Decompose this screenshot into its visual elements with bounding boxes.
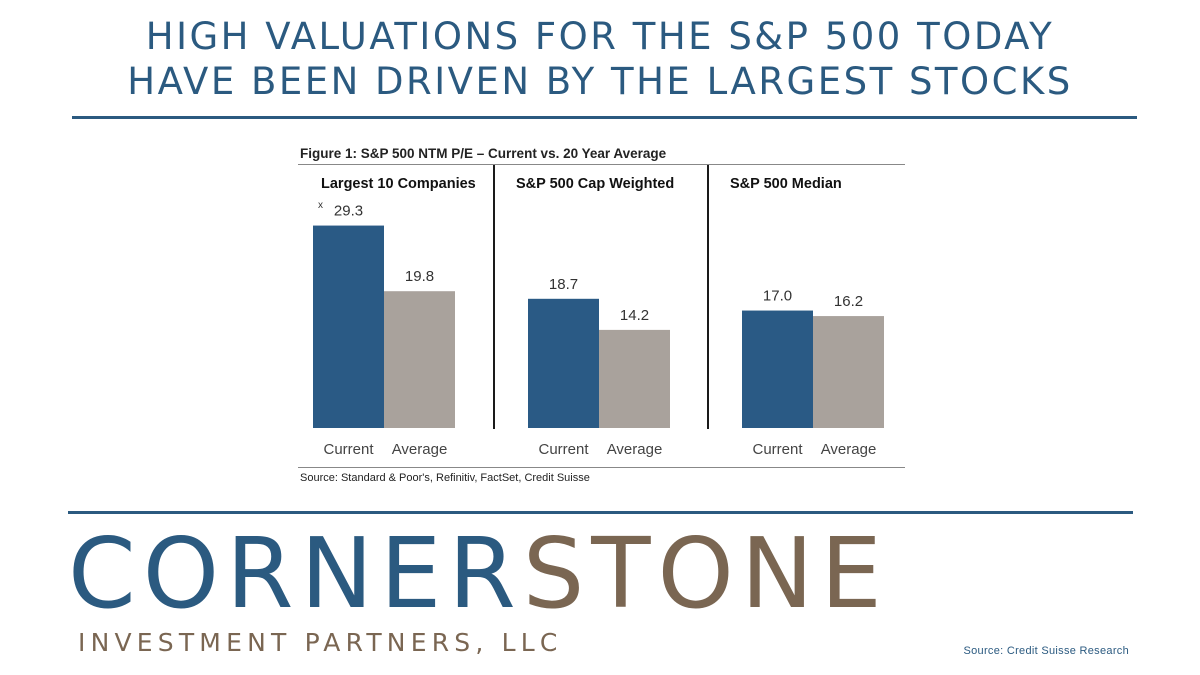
brand-logo: CORNERSTONE	[68, 524, 889, 624]
value-label-2-current: 17.0	[763, 288, 792, 305]
value-label-0-average: 19.8	[405, 268, 434, 285]
top-divider	[72, 116, 1137, 119]
headline: HIGH VALUATIONS FOR THE S&P 500 TODAY HA…	[0, 14, 1200, 104]
category-label-1-average: Average	[607, 441, 663, 458]
category-label-0-average: Average	[392, 441, 448, 458]
figure-source: Source: Standard & Poor's, Refinitiv, Fa…	[300, 472, 590, 484]
brand-subtitle: INVESTMENT PARTNERS, LLC	[78, 628, 563, 657]
category-label-2-current: Current	[752, 441, 803, 458]
figure-top-rule	[298, 164, 905, 165]
category-label-2-average: Average	[821, 441, 877, 458]
panel-title-cap-weighted: S&P 500 Cap Weighted	[516, 176, 675, 192]
figure-title: Figure 1: S&P 500 NTM P/E – Current vs. …	[300, 146, 667, 161]
unit-marker: x	[318, 200, 323, 211]
source-note: Source: Credit Suisse Research	[963, 645, 1129, 657]
value-label-1-current: 18.7	[549, 276, 578, 293]
bar-0-average	[384, 291, 455, 428]
bar-1-current	[528, 298, 599, 428]
panel-title-largest-10: Largest 10 Companies	[321, 176, 476, 192]
value-label-1-average: 14.2	[620, 307, 649, 324]
category-label-0-current: Current	[323, 441, 374, 458]
panel-divider-2	[707, 165, 709, 429]
figure-bottom-rule	[298, 467, 905, 468]
panel-divider-1	[493, 165, 495, 429]
brand-divider	[68, 511, 1133, 514]
value-label-2-average: 16.2	[834, 293, 863, 310]
category-label-1-current: Current	[538, 441, 589, 458]
brand-name-part-1: CORNER	[68, 517, 523, 630]
headline-line-2: HAVE BEEN DRIVEN BY THE LARGEST STOCKS	[127, 60, 1073, 103]
bar-2-current	[742, 310, 813, 428]
bar-0-current	[313, 225, 384, 428]
panel-title-median: S&P 500 Median	[730, 176, 842, 192]
bar-2-average	[813, 316, 884, 428]
value-label-0-current: 29.3	[334, 203, 363, 220]
brand-name-part-2: STONE	[522, 517, 889, 630]
headline-line-1: HIGH VALUATIONS FOR THE S&P 500 TODAY	[145, 15, 1055, 58]
bar-1-average	[599, 329, 670, 428]
